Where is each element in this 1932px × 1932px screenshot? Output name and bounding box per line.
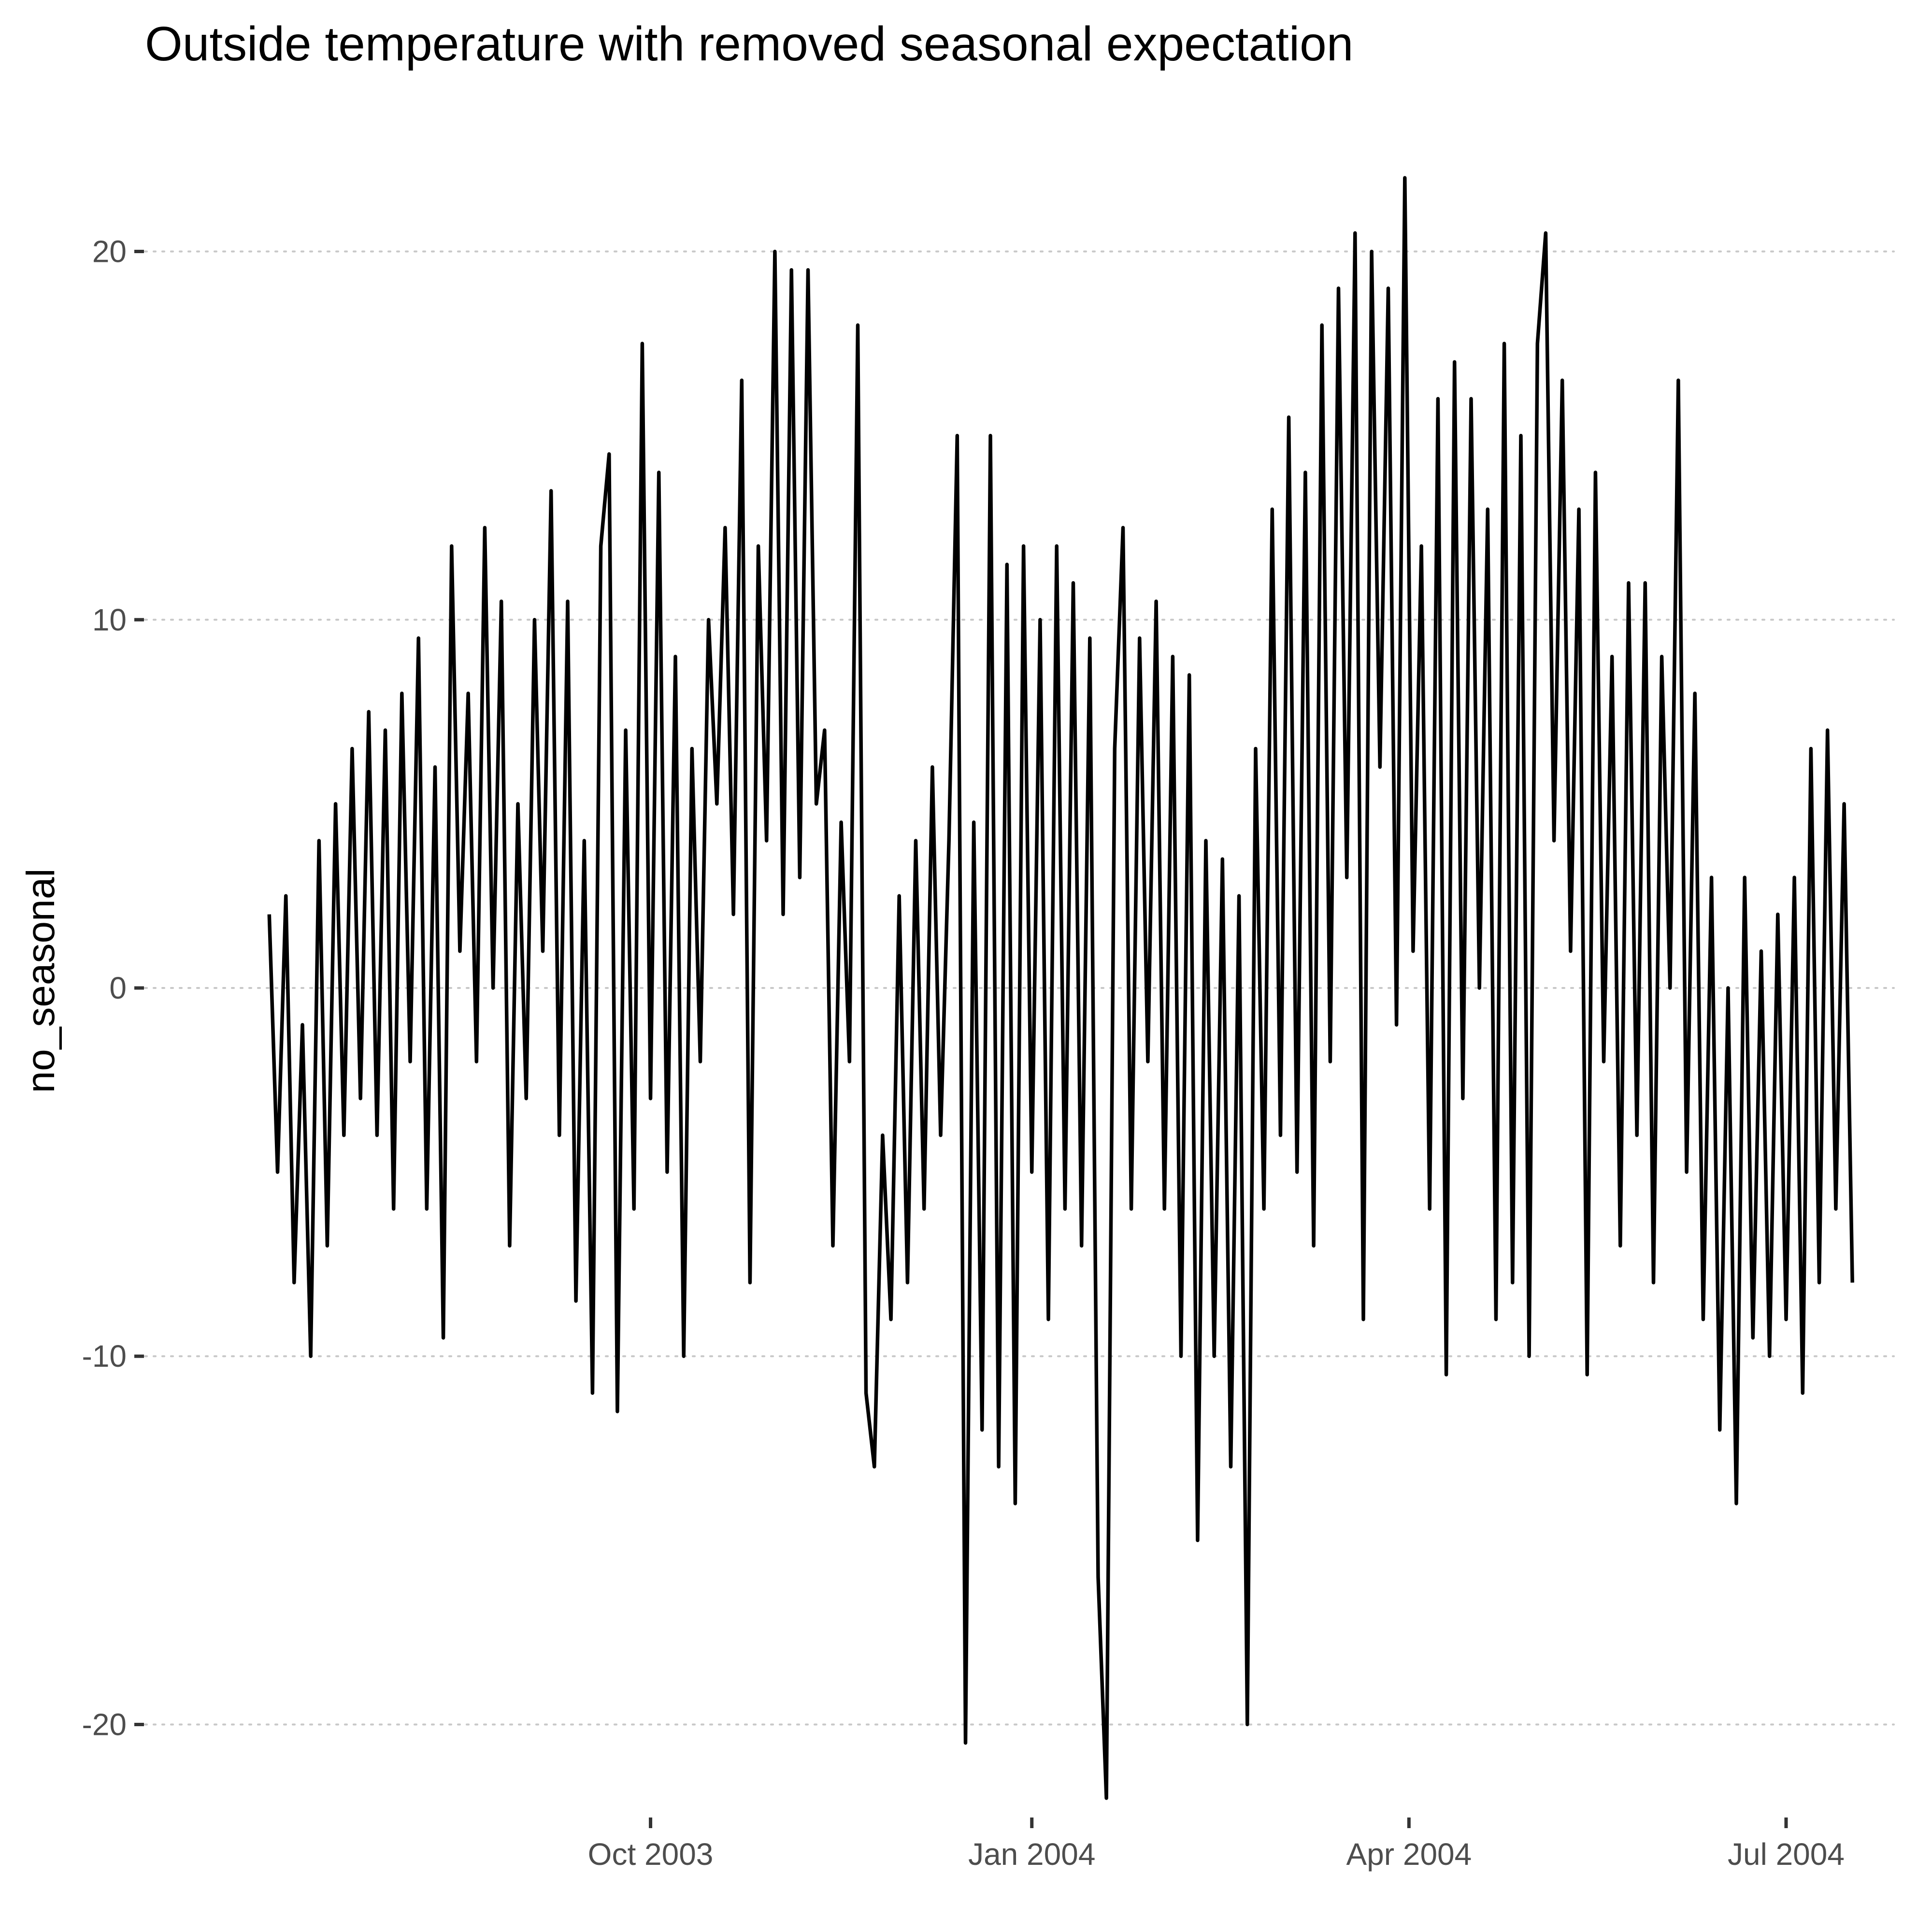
series-line — [267, 176, 1854, 1800]
x-tick-label: Jan 2004 — [968, 1837, 1095, 1872]
x-tick-label: Jul 2004 — [1728, 1837, 1845, 1872]
x-tick-label: Oct 2003 — [588, 1837, 714, 1872]
y-tick-label: 10 — [92, 602, 127, 637]
y-tick-label: -10 — [82, 1339, 127, 1374]
x-tick-label: Apr 2004 — [1346, 1837, 1472, 1872]
y-axis: -20 -10 0 10 20 — [82, 234, 144, 1742]
x-axis: Oct 2003 Jan 2004 Apr 2004 Jul 2004 — [588, 1818, 1845, 1872]
y-tick-label: 0 — [109, 971, 127, 1005]
y-tick-label: 20 — [92, 234, 127, 269]
y-axis-label: no_seasonal — [19, 868, 63, 1093]
y-tick-label: -20 — [82, 1707, 127, 1742]
series-group — [267, 176, 1854, 1800]
chart-title: Outside temperature with removed seasona… — [145, 17, 1353, 71]
